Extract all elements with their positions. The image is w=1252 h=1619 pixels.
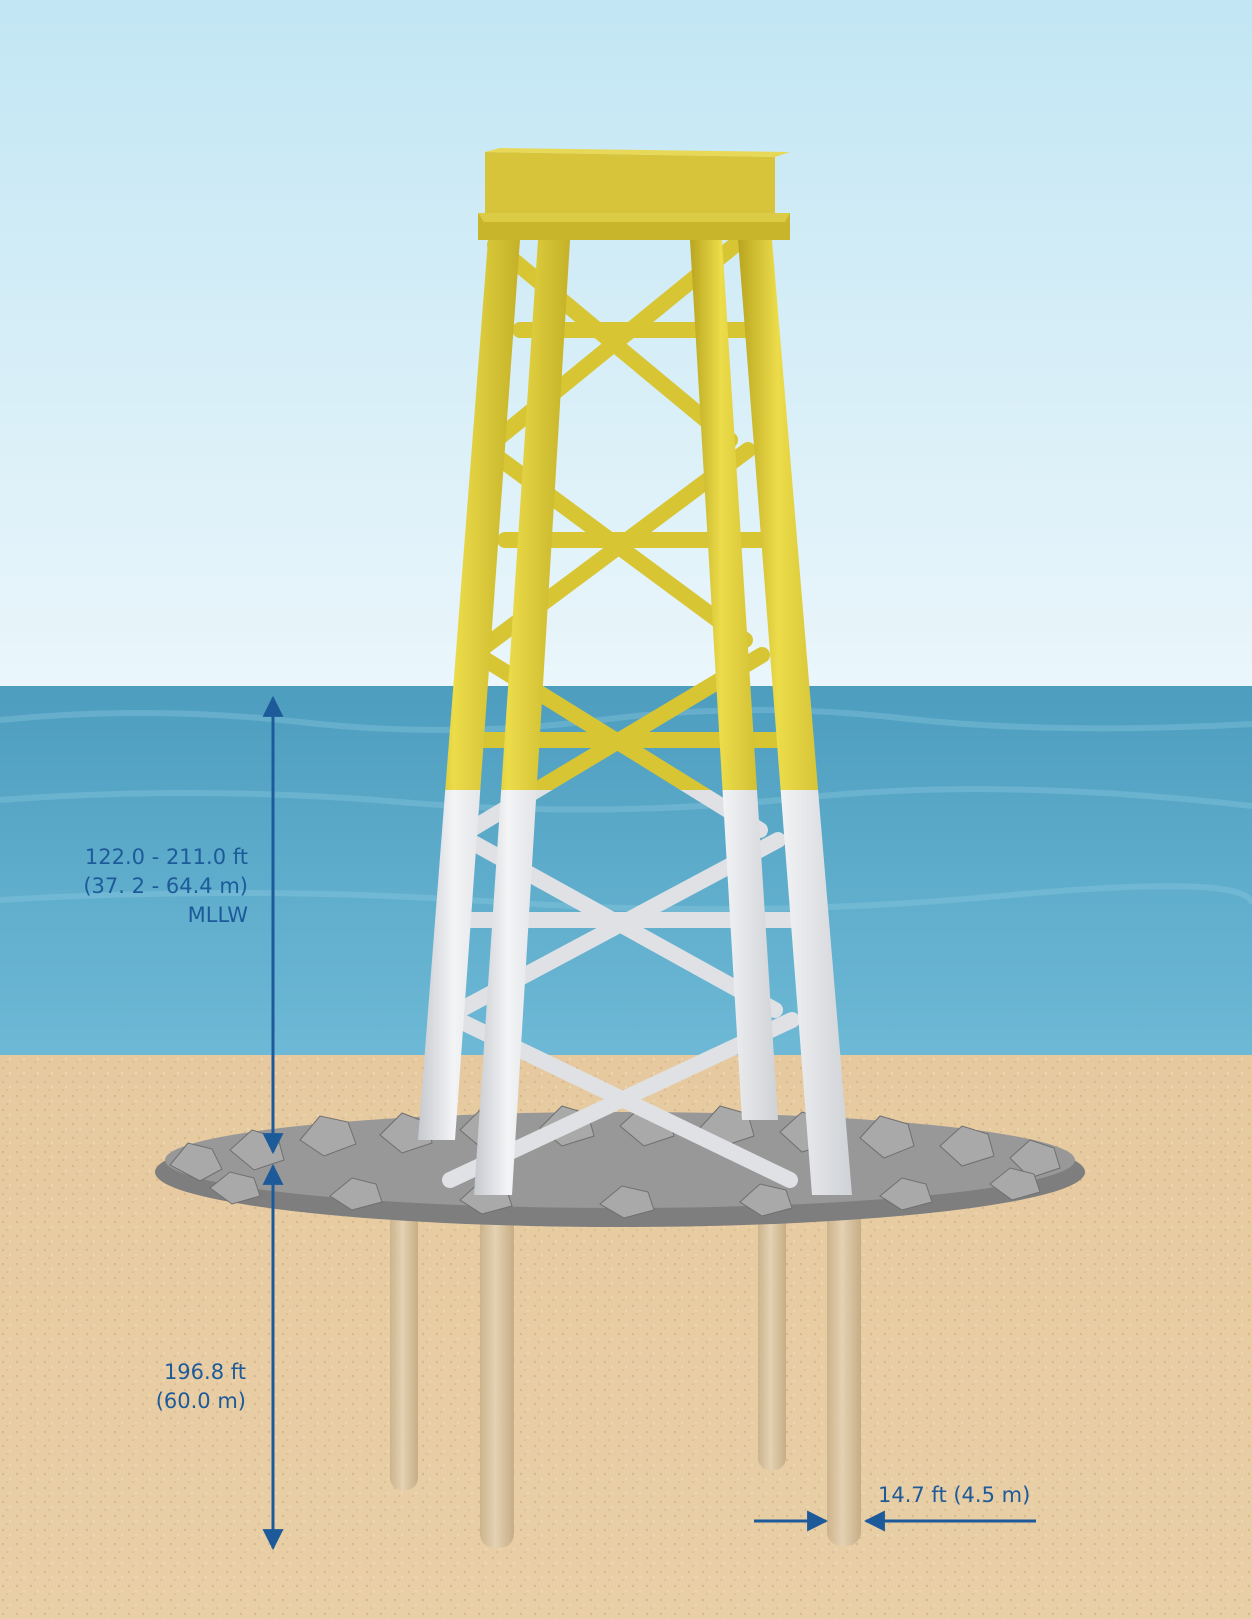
jacket-leg bbox=[501, 240, 570, 790]
pile bbox=[758, 1200, 786, 1470]
jacket-leg bbox=[474, 790, 537, 1195]
water-depth-label-line1: 122.0 - 211.0 ft bbox=[84, 845, 248, 869]
jacket-leg bbox=[418, 790, 481, 1140]
jacket-lower-grey bbox=[418, 790, 852, 1195]
jacket-leg bbox=[690, 240, 757, 790]
water-depth-label-line3: MLLW bbox=[187, 903, 248, 927]
sea-ripples bbox=[0, 707, 1252, 913]
pile bbox=[390, 1200, 418, 1490]
pile-depth-label: 196.8 ft (60.0 m) bbox=[100, 1358, 246, 1416]
piles bbox=[390, 1200, 861, 1548]
water-depth-label: 122.0 - 211.0 ft (37. 2 - 64.4 m) MLLW bbox=[60, 843, 248, 930]
transition-piece bbox=[478, 148, 790, 240]
pile-diameter-label: 14.7 ft (4.5 m) bbox=[878, 1481, 1030, 1510]
pile-depth-label-line1: 196.8 ft bbox=[163, 1360, 246, 1384]
jacket-upper-yellow bbox=[418, 240, 819, 790]
pile-depth-label-line2: (60.0 m) bbox=[155, 1389, 246, 1413]
pile bbox=[827, 1200, 861, 1546]
pile bbox=[480, 1200, 514, 1548]
jacket-leg bbox=[445, 240, 520, 790]
jacket-leg bbox=[780, 790, 852, 1195]
pile-diameter-label-text: 14.7 ft (4.5 m) bbox=[878, 1483, 1031, 1507]
jacket-leg bbox=[738, 240, 819, 790]
jacket-leg bbox=[722, 790, 778, 1120]
water-depth-label-line2: (37. 2 - 64.4 m) bbox=[83, 874, 248, 898]
